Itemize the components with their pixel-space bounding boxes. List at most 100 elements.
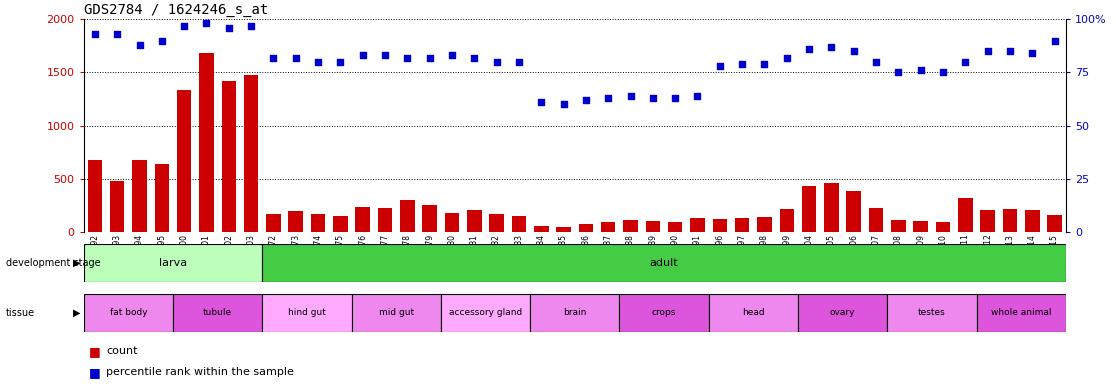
Bar (645, 220, 660, 232)
Bar (578, 224, 593, 232)
Text: ovary: ovary (830, 308, 855, 318)
Bar (154, 164, 169, 232)
Bar (530, 294, 619, 332)
Point (1023, 50, 1041, 56)
Bar (511, 216, 526, 232)
Bar (619, 294, 709, 332)
Bar (913, 220, 927, 232)
Bar (444, 213, 459, 232)
Point (287, 55, 305, 61)
Point (1001, 48, 1019, 54)
Text: ▶: ▶ (73, 308, 80, 318)
Point (175, 23, 193, 29)
Bar (1024, 210, 1039, 232)
Bar (176, 89, 192, 232)
Bar (441, 294, 530, 332)
Text: crops: crops (652, 308, 676, 318)
Point (421, 55, 439, 61)
Point (912, 67, 930, 73)
Bar (221, 81, 235, 232)
Point (1046, 38, 1064, 44)
Point (979, 48, 997, 54)
Bar (709, 294, 798, 332)
Point (778, 55, 796, 61)
Bar (958, 198, 972, 232)
Text: mid gut: mid gut (378, 308, 414, 318)
Text: percentile rank within the sample: percentile rank within the sample (106, 367, 294, 377)
Point (867, 59, 885, 65)
Bar (798, 294, 887, 332)
Bar (84, 294, 173, 332)
Bar (667, 222, 682, 232)
Bar (266, 214, 280, 232)
Bar (887, 294, 976, 332)
Point (510, 59, 528, 65)
Point (354, 52, 372, 58)
Bar (1047, 215, 1061, 232)
Point (733, 61, 751, 67)
Point (198, 20, 215, 26)
Text: larva: larva (158, 258, 187, 268)
Text: tissue: tissue (6, 308, 35, 318)
Point (153, 38, 171, 44)
Bar (980, 210, 994, 232)
Point (889, 70, 907, 76)
Point (622, 93, 639, 99)
Bar (199, 53, 213, 232)
Text: testes: testes (918, 308, 945, 318)
Point (845, 48, 863, 54)
Bar (243, 74, 258, 232)
Point (264, 55, 282, 61)
Point (376, 52, 394, 58)
Bar (422, 205, 436, 232)
Point (242, 23, 260, 29)
Bar (891, 220, 905, 232)
Bar (109, 181, 125, 232)
Bar (533, 227, 548, 232)
Point (131, 42, 148, 48)
Bar (87, 160, 102, 232)
Point (599, 95, 617, 101)
Text: whole animal: whole animal (991, 308, 1051, 318)
Text: ■: ■ (89, 366, 102, 379)
Bar (310, 214, 325, 232)
Bar (801, 187, 816, 232)
Point (555, 101, 573, 108)
Point (800, 46, 818, 52)
Point (488, 59, 506, 65)
Text: brain: brain (564, 308, 586, 318)
Text: fat body: fat body (109, 308, 147, 318)
Bar (779, 209, 793, 232)
Bar (400, 200, 414, 232)
Bar (262, 294, 352, 332)
Point (644, 95, 662, 101)
Bar (734, 218, 749, 232)
Bar (288, 211, 302, 232)
Bar (132, 160, 146, 232)
Bar (623, 220, 637, 232)
Bar (600, 222, 615, 232)
Text: head: head (742, 308, 764, 318)
Point (956, 59, 974, 65)
Point (822, 44, 840, 50)
Bar (868, 208, 883, 232)
Bar (846, 191, 860, 232)
Text: accessory gland: accessory gland (449, 308, 522, 318)
Bar (466, 210, 481, 232)
Bar (556, 227, 570, 232)
Text: GDS2784 / 1624246_s_at: GDS2784 / 1624246_s_at (84, 3, 268, 17)
Bar (1002, 209, 1017, 232)
Bar (262, 244, 1066, 282)
Bar (84, 244, 262, 282)
Point (666, 95, 684, 101)
Point (398, 55, 416, 61)
Bar (355, 207, 369, 232)
Text: tubule: tubule (203, 308, 232, 318)
Text: hind gut: hind gut (288, 308, 326, 318)
Bar (352, 294, 441, 332)
Point (756, 61, 773, 67)
Point (934, 70, 952, 76)
Bar (976, 294, 1066, 332)
Text: count: count (106, 346, 137, 356)
Point (108, 31, 126, 37)
